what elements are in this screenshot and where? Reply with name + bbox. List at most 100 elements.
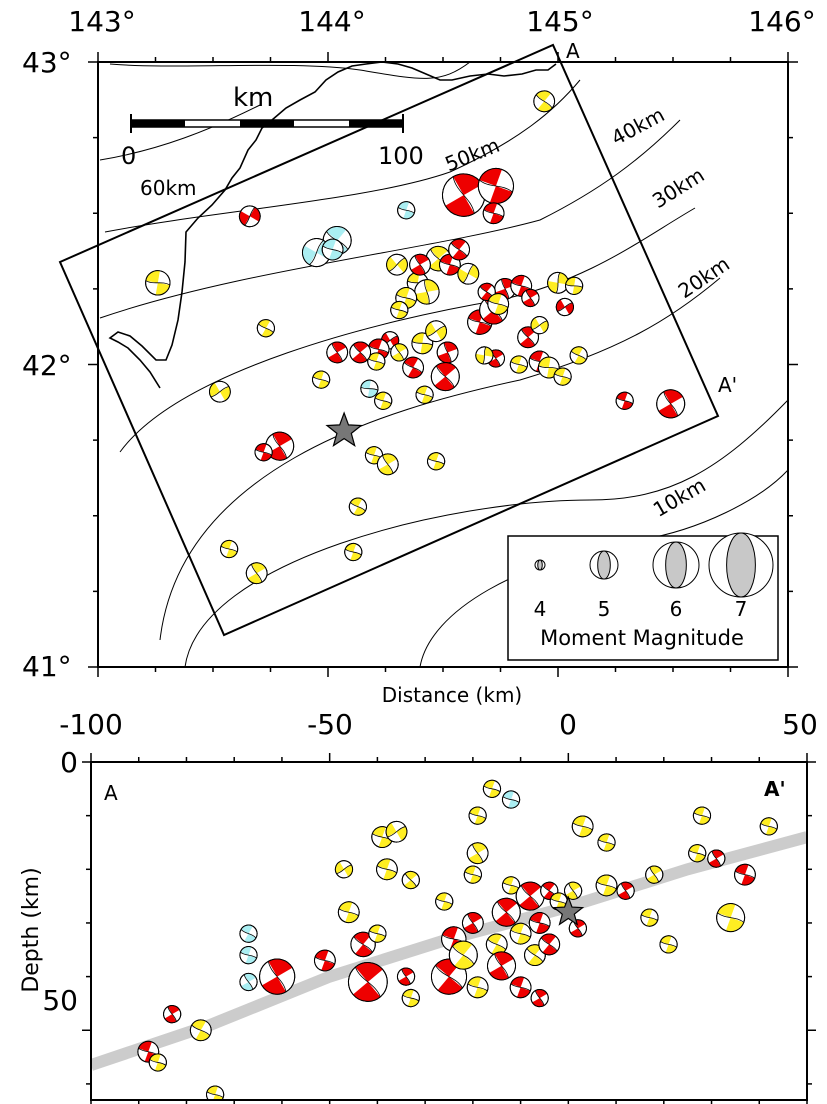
section-epicenter-star — [552, 895, 585, 926]
map-epicenter-star — [325, 411, 363, 447]
section-mechanism-17 — [376, 858, 398, 881]
section-mechanism-15 — [371, 826, 394, 849]
map-mechanism-31 — [436, 341, 459, 364]
map-mechanism-2 — [238, 205, 261, 228]
contour-60km — [109, 62, 471, 79]
map-mechanism-49 — [553, 367, 572, 386]
contour-label-40km: 40km — [607, 102, 668, 150]
map-mechanism-57 — [208, 380, 231, 403]
section-mechanism-12 — [368, 924, 387, 943]
map-mechanism-52 — [555, 297, 575, 317]
contour-label-60km: 60km — [140, 176, 197, 200]
x-tick-label-neg50: -50 — [307, 708, 353, 741]
map-mechanism-1 — [145, 270, 171, 296]
section-label-a-prime: A' — [764, 777, 786, 801]
section-mechanism-56 — [707, 849, 726, 868]
section-mechanism-8 — [259, 958, 296, 995]
contour-label-30km: 30km — [648, 163, 709, 213]
section-mechanism-7 — [239, 972, 258, 992]
map-mechanism-58 — [265, 431, 295, 461]
section-mechanism-31 — [501, 790, 521, 809]
map-mechanism-62 — [427, 452, 446, 471]
contour-40km — [99, 119, 681, 319]
lon-tick-label-145: 145° — [526, 5, 593, 38]
y-axis-title: Depth (km) — [19, 867, 44, 992]
map-mechanism-10 — [256, 319, 275, 338]
x-tick-label-neg100: -100 — [59, 708, 123, 741]
map-mechanism-0 — [533, 90, 556, 113]
y-tick-label-50: 50 — [42, 984, 78, 1017]
section-mechanism-54 — [688, 844, 707, 863]
section-mechanism-11 — [350, 931, 376, 958]
map-mechanism-59 — [254, 443, 273, 462]
section-mechanism-29 — [468, 806, 487, 825]
map-mechanism-9 — [482, 202, 505, 225]
section-mechanism-1 — [148, 1053, 167, 1072]
map-mechanism-47 — [475, 346, 494, 365]
section-mechanism-6 — [239, 946, 258, 965]
section-mechanism-52 — [645, 865, 664, 884]
scale-bar-end: 100 — [378, 142, 424, 170]
x-axis-title: Distance (km) — [382, 683, 522, 707]
section-label-a: A — [104, 781, 118, 805]
section-mechanism-5 — [239, 924, 258, 943]
map-mechanism-55 — [615, 391, 634, 410]
legend-symbol-7 — [708, 532, 774, 598]
legend-title: Moment Magnitude — [540, 626, 744, 650]
section-mechanism-50 — [616, 881, 635, 900]
map-mechanism-28 — [360, 379, 379, 398]
map-mechanism-6 — [397, 201, 416, 220]
section-mechanism-51 — [640, 908, 659, 927]
section-mechanism-55 — [692, 806, 712, 825]
section-mechanism-14 — [334, 860, 354, 879]
map-mechanism-50 — [547, 271, 569, 294]
section-mechanism-9 — [313, 949, 336, 972]
contour-20km — [159, 277, 721, 641]
map-mechanism-33 — [402, 356, 425, 379]
section-mechanism-18 — [401, 870, 420, 890]
map-mechanism-27 — [312, 370, 331, 389]
profile-label-a: A — [566, 39, 580, 63]
scale-bar-start: 0 — [121, 142, 136, 170]
legend-symbol-6 — [652, 541, 700, 589]
scale-bar: km 0 100 — [121, 83, 424, 170]
lon-tick-label-143: 143° — [68, 5, 135, 38]
section-mechanism-30 — [482, 779, 502, 798]
legend-symbol-5 — [589, 550, 619, 580]
map-mechanism-26 — [349, 341, 372, 364]
map-mechanism-13 — [414, 279, 440, 305]
scale-bar-unit: km — [233, 83, 273, 113]
map-mechanism-63 — [348, 497, 367, 516]
map-tick-marks — [88, 52, 798, 677]
map-mechanism-17 — [457, 262, 480, 285]
lat-tick-label-43: 43° — [22, 46, 72, 79]
section-mechanism-21 — [435, 892, 454, 911]
section-mechanism-35 — [501, 876, 521, 895]
map-mechanism-48 — [537, 356, 560, 379]
lon-tick-label-146: 146° — [748, 5, 815, 38]
section-mechanism-3 — [189, 1019, 212, 1042]
coastline — [108, 62, 557, 389]
map-mechanism-45 — [509, 355, 529, 374]
map-mechanism-29 — [411, 332, 434, 355]
section-mechanism-48 — [595, 874, 618, 897]
map-mechanism-40 — [521, 288, 540, 308]
section-mechanism-33 — [485, 933, 508, 956]
map-mechanism-20 — [390, 300, 409, 320]
x-tick-label-50: 50 — [782, 708, 818, 741]
lat-tick-label-42: 42° — [22, 349, 72, 382]
contour-label-20km: 20km — [674, 252, 734, 304]
map-mechanism-8 — [477, 167, 514, 205]
contour-label-10km: 10km — [649, 473, 710, 522]
profile-box — [58, 43, 720, 637]
map-mechanism-66 — [344, 542, 363, 562]
map-mechanism-32 — [430, 362, 460, 392]
map-mechanisms — [145, 90, 686, 585]
profile-label-a-prime: A' — [718, 373, 737, 397]
section-mechanisms — [137, 779, 778, 1100]
map-mechanism-65 — [245, 562, 268, 585]
contour-10km — [184, 399, 788, 667]
x-tick-label-0: 0 — [559, 708, 577, 741]
lon-tick-label-144: 144° — [298, 5, 365, 38]
